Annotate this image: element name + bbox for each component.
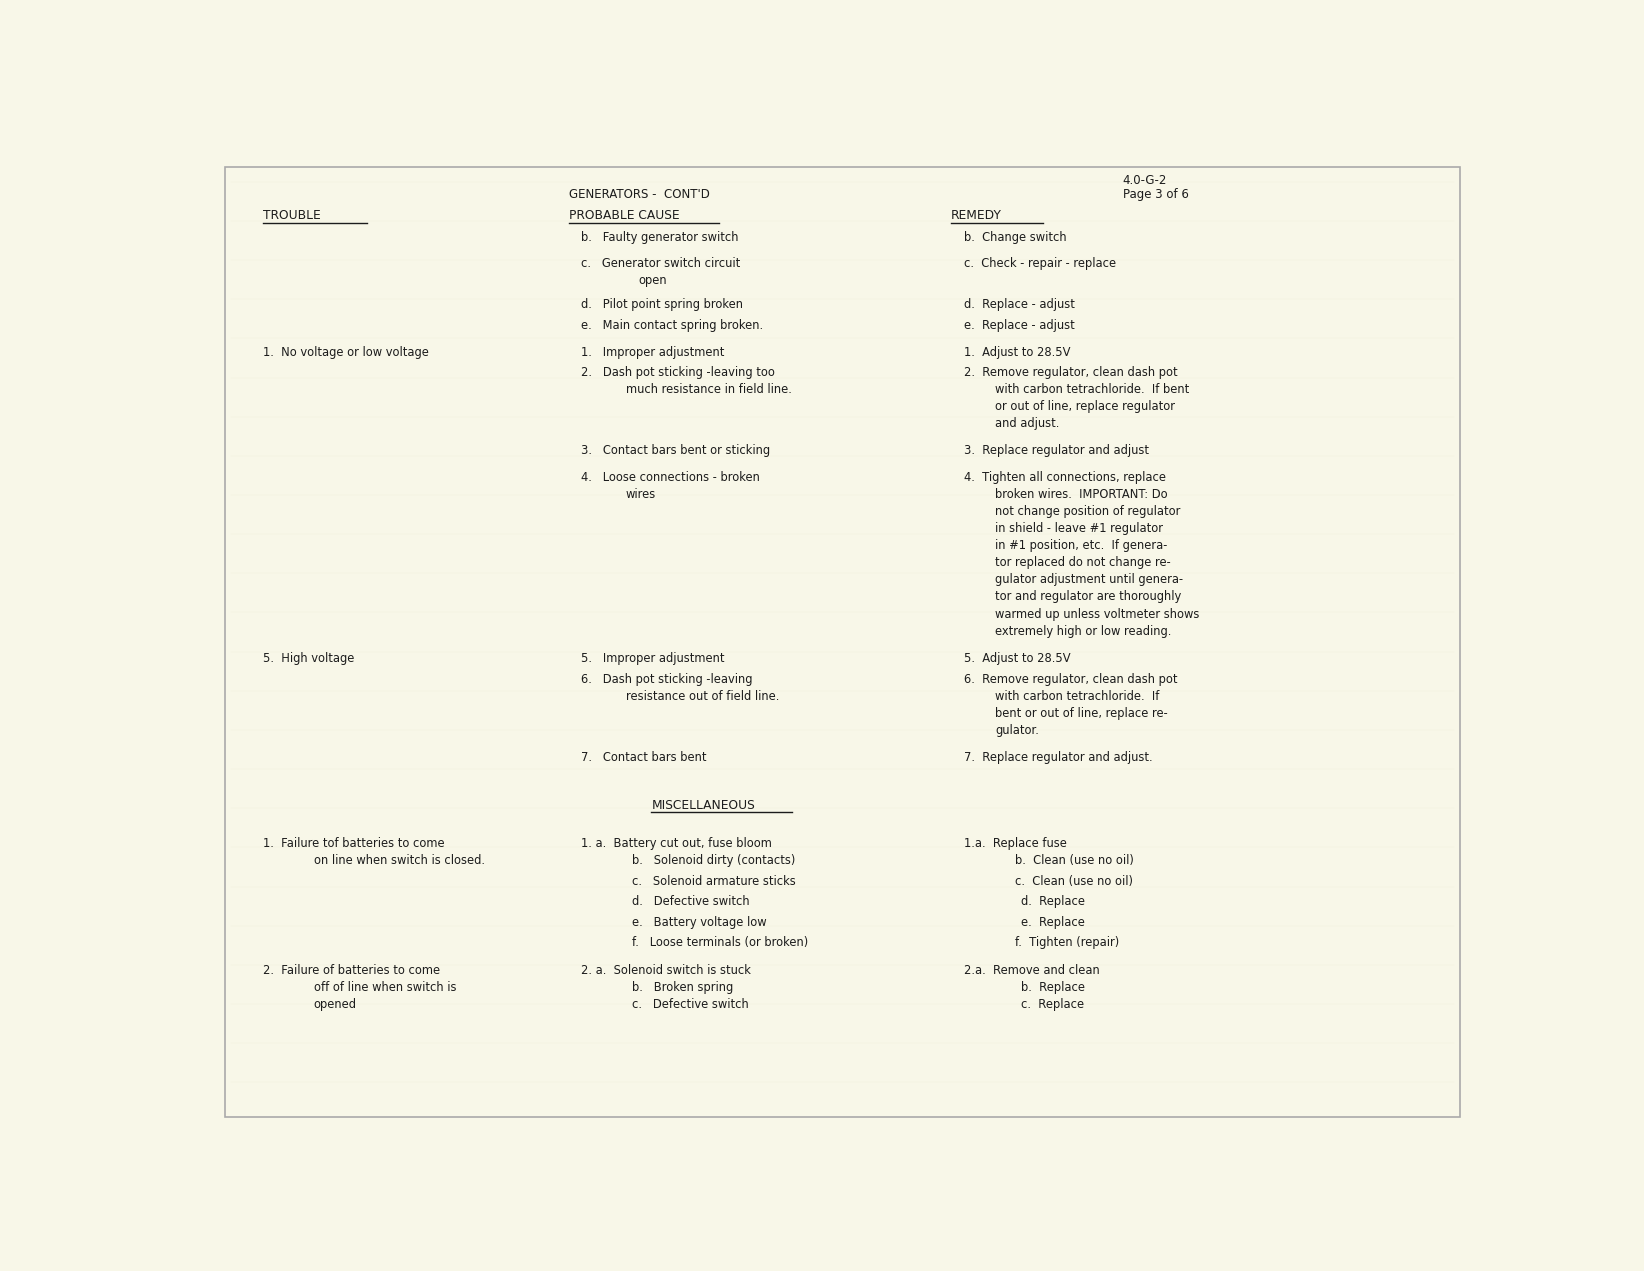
Text: TROUBLE: TROUBLE (263, 210, 321, 222)
Text: opened: opened (314, 998, 357, 1012)
Text: PROBABLE CAUSE: PROBABLE CAUSE (569, 210, 679, 222)
Text: 2.   Dash pot sticking -leaving too: 2. Dash pot sticking -leaving too (582, 366, 776, 379)
Text: 2.  Remove regulator, clean dash pot: 2. Remove regulator, clean dash pot (963, 366, 1177, 379)
Text: d.   Defective switch: d. Defective switch (633, 895, 750, 909)
Text: e.  Replace - adjust: e. Replace - adjust (963, 319, 1074, 332)
Text: d.  Replace: d. Replace (1021, 895, 1085, 909)
Text: 3.   Contact bars bent or sticking: 3. Contact bars bent or sticking (582, 444, 771, 458)
Text: 7.  Replace regulator and adjust.: 7. Replace regulator and adjust. (963, 751, 1152, 764)
Text: bent or out of line, replace re-: bent or out of line, replace re- (995, 707, 1169, 719)
Text: with carbon tetrachloride.  If: with carbon tetrachloride. If (995, 690, 1159, 703)
Text: extremely high or low reading.: extremely high or low reading. (995, 625, 1172, 638)
Text: c.   Defective switch: c. Defective switch (633, 998, 750, 1012)
Text: e.   Battery voltage low: e. Battery voltage low (633, 916, 768, 929)
Text: f.  Tighten (repair): f. Tighten (repair) (1014, 937, 1120, 949)
Text: and adjust.: and adjust. (995, 417, 1060, 431)
Text: 4.0-G-2: 4.0-G-2 (1123, 174, 1167, 187)
Text: 1.  Failure tof batteries to come: 1. Failure tof batteries to come (263, 838, 444, 850)
Text: tor replaced do not change re-: tor replaced do not change re- (995, 557, 1171, 569)
Text: c.   Generator switch circuit: c. Generator switch circuit (582, 257, 740, 271)
Text: off of line when switch is: off of line when switch is (314, 981, 457, 994)
Text: REMEDY: REMEDY (950, 210, 1001, 222)
Text: c.  Check - repair - replace: c. Check - repair - replace (963, 257, 1116, 271)
Text: wires: wires (626, 488, 656, 501)
Text: 6.  Remove regulator, clean dash pot: 6. Remove regulator, clean dash pot (963, 672, 1177, 685)
Text: 1.a.  Replace fuse: 1.a. Replace fuse (963, 838, 1067, 850)
Text: 5.  High voltage: 5. High voltage (263, 652, 353, 665)
Text: b.  Clean (use no oil): b. Clean (use no oil) (1014, 854, 1133, 867)
Text: warmed up unless voltmeter shows: warmed up unless voltmeter shows (995, 608, 1200, 620)
Text: 5.  Adjust to 28.5V: 5. Adjust to 28.5V (963, 652, 1070, 665)
Text: e.  Replace: e. Replace (1021, 916, 1085, 929)
Text: c.   Solenoid armature sticks: c. Solenoid armature sticks (633, 874, 796, 887)
Text: e.   Main contact spring broken.: e. Main contact spring broken. (582, 319, 763, 332)
Text: d.   Pilot point spring broken: d. Pilot point spring broken (582, 299, 743, 311)
Text: tor and regulator are thoroughly: tor and regulator are thoroughly (995, 591, 1182, 604)
Text: b.   Faulty generator switch: b. Faulty generator switch (582, 231, 738, 244)
Text: on line when switch is closed.: on line when switch is closed. (314, 854, 485, 867)
Text: open: open (638, 275, 667, 287)
Text: in #1 position, etc.  If genera-: in #1 position, etc. If genera- (995, 539, 1167, 552)
Text: 7.   Contact bars bent: 7. Contact bars bent (582, 751, 707, 764)
Text: much resistance in field line.: much resistance in field line. (626, 384, 792, 397)
Text: gulator.: gulator. (995, 724, 1039, 737)
Text: 1. a.  Battery cut out, fuse bloom: 1. a. Battery cut out, fuse bloom (582, 838, 773, 850)
Text: 6.   Dash pot sticking -leaving: 6. Dash pot sticking -leaving (582, 672, 753, 685)
Text: b.  Change switch: b. Change switch (963, 231, 1067, 244)
Text: 1.  Adjust to 28.5V: 1. Adjust to 28.5V (963, 346, 1070, 358)
Text: 1.   Improper adjustment: 1. Improper adjustment (582, 346, 725, 358)
Text: with carbon tetrachloride.  If bent: with carbon tetrachloride. If bent (995, 384, 1190, 397)
Text: 4.  Tighten all connections, replace: 4. Tighten all connections, replace (963, 470, 1166, 483)
Text: or out of line, replace regulator: or out of line, replace regulator (995, 400, 1175, 413)
Text: MISCELLANEOUS: MISCELLANEOUS (651, 799, 755, 812)
Text: 4.   Loose connections - broken: 4. Loose connections - broken (582, 470, 760, 483)
Text: in shield - leave #1 regulator: in shield - leave #1 regulator (995, 522, 1164, 535)
Text: not change position of regulator: not change position of regulator (995, 505, 1180, 517)
Text: b.   Solenoid dirty (contacts): b. Solenoid dirty (contacts) (633, 854, 796, 867)
Text: GENERATORS -  CONT'D: GENERATORS - CONT'D (569, 188, 710, 201)
Text: 1.  No voltage or low voltage: 1. No voltage or low voltage (263, 346, 429, 358)
Text: 2.a.  Remove and clean: 2.a. Remove and clean (963, 963, 1100, 977)
Text: d.  Replace - adjust: d. Replace - adjust (963, 299, 1075, 311)
Text: 5.   Improper adjustment: 5. Improper adjustment (582, 652, 725, 665)
Text: f.   Loose terminals (or broken): f. Loose terminals (or broken) (633, 937, 809, 949)
Text: c.  Replace: c. Replace (1021, 998, 1083, 1012)
Text: gulator adjustment until genera-: gulator adjustment until genera- (995, 573, 1184, 586)
Text: 3.  Replace regulator and adjust: 3. Replace regulator and adjust (963, 444, 1149, 458)
Text: resistance out of field line.: resistance out of field line. (626, 690, 779, 703)
Text: b.  Replace: b. Replace (1021, 981, 1085, 994)
Text: c.  Clean (use no oil): c. Clean (use no oil) (1014, 874, 1133, 887)
Text: 2. a.  Solenoid switch is stuck: 2. a. Solenoid switch is stuck (582, 963, 751, 977)
Text: broken wires.  IMPORTANT: Do: broken wires. IMPORTANT: Do (995, 488, 1169, 501)
Text: Page 3 of 6: Page 3 of 6 (1123, 188, 1189, 201)
Text: b.   Broken spring: b. Broken spring (633, 981, 733, 994)
Text: 2.  Failure of batteries to come: 2. Failure of batteries to come (263, 963, 441, 977)
